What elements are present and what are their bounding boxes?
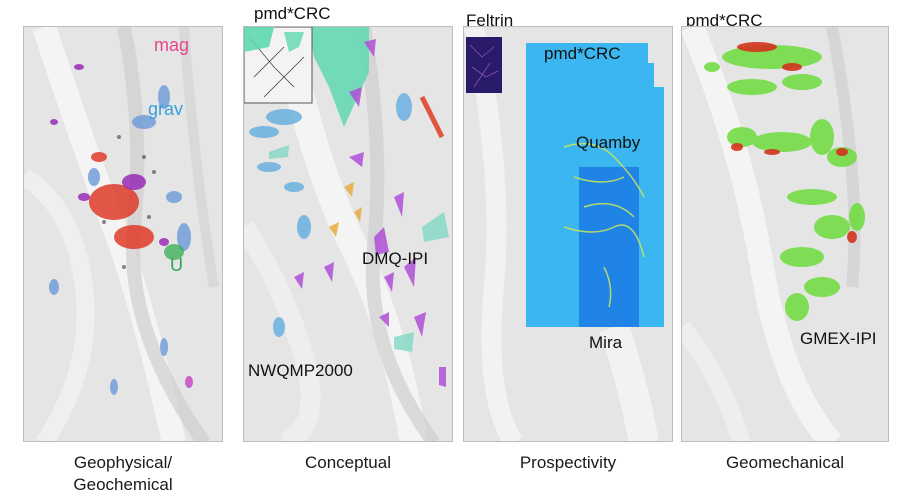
prospectivity-map-graphic [464,27,672,441]
grav-label: grav [148,99,184,119]
u-label: U [170,255,183,275]
geomechanical-map-graphic [682,27,888,441]
conceptual-map-graphic [244,27,452,441]
geomechanical-top-label: pmd*CRC [686,11,763,30]
caption-geophysical-line2: Geochemical [73,475,173,494]
prospectivity-map: pmd*CRC Quamby Mira [463,26,673,442]
conceptual-top-label: pmd*CRC [254,4,331,23]
nwqmp2000-label: NWQMP2000 [248,361,353,380]
quamby-label: Quamby [576,133,641,152]
caption-geomechanical: Geomechanical [725,453,845,472]
geophysical-map-graphic [24,27,222,441]
conceptual-map: DMQ-IPI NWQMP2000 [243,26,453,442]
geophysical-geochemical-map: mag grav U [23,26,223,442]
geomechanical-map: GMEX-IPI [681,26,889,442]
caption-prospectivity: Prospectivity [519,453,617,472]
dmq-ipi-label: DMQ-IPI [362,249,429,268]
mag-label: mag [154,35,190,55]
prospectivity-pmd-crc-label: pmd*CRC [544,44,621,63]
caption-conceptual: Conceptual [304,453,391,472]
caption-geophysical-line1: Geophysical/ [73,453,173,472]
mira-label: Mira [589,333,623,352]
gmex-ipi-label: GMEX-IPI [800,329,877,348]
prospectivity-top-label: Feltrin [466,11,514,30]
caption-geophysical: Geophysical/ Geochemical [23,452,223,496]
